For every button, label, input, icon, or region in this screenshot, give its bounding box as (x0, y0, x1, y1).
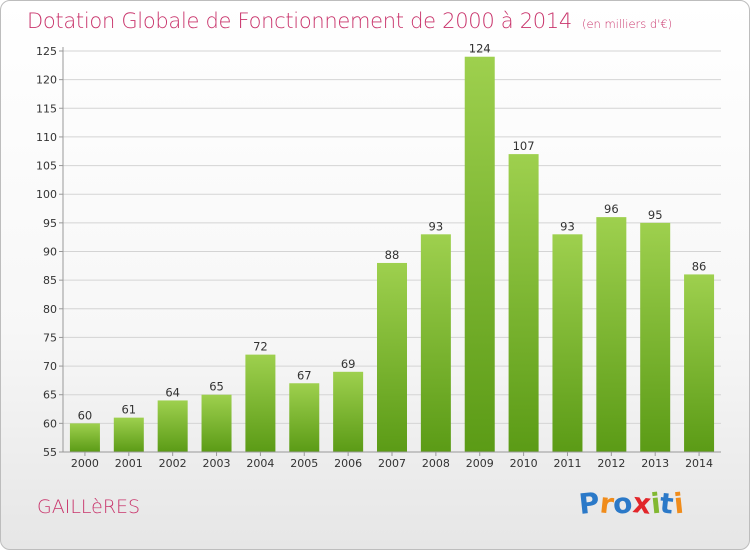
data-label-2006: 69 (341, 357, 356, 371)
data-label-2001: 61 (121, 403, 136, 417)
data-label-2013: 95 (648, 208, 663, 222)
bar-2008 (420, 234, 451, 452)
bar-2004 (245, 354, 276, 452)
x-tick-label-2013: 2013 (641, 457, 669, 470)
x-tick-label-2010: 2010 (510, 457, 538, 470)
data-label-2011: 93 (560, 219, 575, 233)
bar-2009 (464, 56, 495, 452)
data-label-2003: 65 (209, 380, 224, 394)
y-tick-label: 75 (43, 331, 57, 344)
y-tick-label: 90 (43, 246, 57, 259)
data-label-2010: 107 (513, 139, 535, 153)
y-tick-label: 125 (36, 45, 57, 58)
axes: 55 60 65 70 75 80 85 90 95 100 105 110 115 120 125 2000… (36, 45, 721, 470)
y-tick-label: 60 (43, 417, 57, 430)
y-tick-label: 80 (43, 303, 57, 316)
data-label-2014: 86 (692, 259, 707, 273)
bars (69, 56, 715, 452)
proxiti-logo[interactable]: Proxiti (577, 486, 685, 521)
y-tick-label: 115 (36, 102, 57, 115)
x-tick-label-2009: 2009 (466, 457, 494, 470)
y-tick-label: 105 (36, 160, 57, 173)
bar-2005 (289, 383, 320, 452)
bar-2001 (113, 417, 144, 452)
bar-2014 (684, 274, 715, 452)
y-tick-label: 120 (36, 74, 57, 87)
x-tick-label-2001: 2001 (115, 457, 143, 470)
x-tick-label-2002: 2002 (159, 457, 187, 470)
bar-2000 (69, 423, 100, 452)
x-tick-label-2014: 2014 (685, 457, 713, 470)
data-label-2002: 64 (165, 385, 180, 399)
x-tick-label-2003: 2003 (203, 457, 231, 470)
y-tick-label: 100 (36, 188, 57, 201)
data-label-2004: 72 (253, 340, 268, 354)
data-label-2009: 124 (469, 42, 491, 56)
bar-2012 (596, 217, 627, 452)
bar-2002 (157, 400, 188, 452)
data-label-2000: 60 (78, 408, 93, 422)
x-tick-label-2000: 2000 (71, 457, 99, 470)
bar-2010 (508, 154, 539, 452)
y-tick-label: 70 (43, 360, 57, 373)
bar-2003 (201, 394, 232, 452)
y-tick-label: 110 (36, 131, 57, 144)
x-tick-label-2005: 2005 (290, 457, 318, 470)
logo-letter: i (671, 486, 685, 521)
data-label-2007: 88 (385, 248, 400, 262)
data-label-2012: 96 (604, 202, 619, 216)
data-label-2008: 93 (429, 219, 444, 233)
x-tick-label-2008: 2008 (422, 457, 450, 470)
x-tick-label-2006: 2006 (334, 457, 362, 470)
chart-subtitle: (en milliers d'€) (581, 17, 673, 31)
bar-2011 (552, 234, 583, 452)
y-tick-label: 65 (43, 389, 57, 402)
bar-2007 (377, 262, 407, 452)
bar-2006 (333, 371, 364, 452)
data-label-2005: 67 (297, 368, 312, 382)
data-labels: 60 61 64 65 72 67 69 88 93 124 107 93 96 95 86 (78, 42, 707, 423)
town-name: GAILLèRES (37, 496, 141, 518)
y-tick-label: 95 (43, 217, 57, 230)
x-tick-label-2004: 2004 (246, 457, 274, 470)
bar-2013 (640, 222, 671, 452)
y-tick-label: 85 (43, 274, 57, 287)
x-tick-label-2011: 2011 (553, 457, 581, 470)
x-tick-label-2007: 2007 (378, 457, 406, 470)
chart-title: Dotation Globale de Fonctionnement de 20… (27, 9, 672, 33)
x-tick-label-2012: 2012 (597, 457, 625, 470)
y-tick-label: 55 (43, 446, 57, 459)
title-text: Dotation Globale de Fonctionnement de 20… (27, 9, 572, 33)
